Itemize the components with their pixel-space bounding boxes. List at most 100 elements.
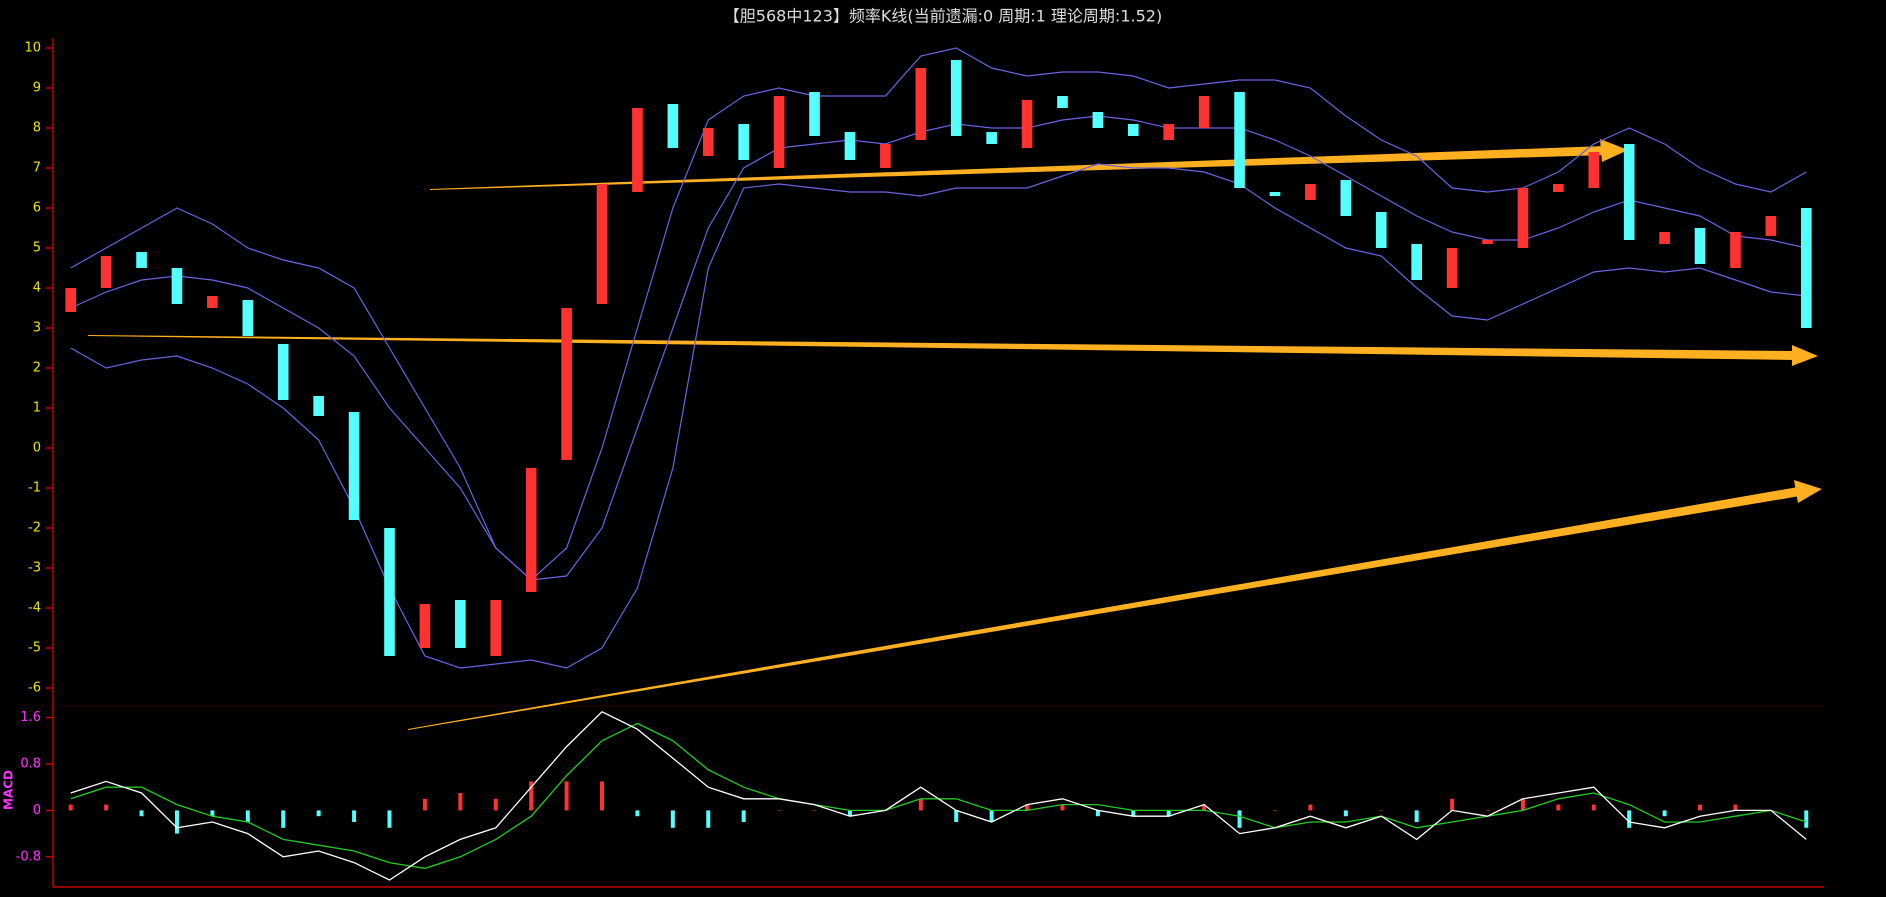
macd-bar	[1662, 810, 1667, 817]
macd-bar	[387, 810, 392, 828]
candle	[1234, 92, 1245, 188]
band-mid	[70, 115, 1807, 581]
macd-bar	[706, 810, 711, 828]
candle	[1092, 112, 1104, 128]
candle	[1411, 244, 1422, 280]
y-tick-label: 9	[33, 81, 41, 96]
macd-bar	[1308, 804, 1313, 811]
y-tick-label: -2	[28, 521, 41, 536]
macd-bar	[847, 810, 852, 817]
candle	[1375, 212, 1387, 248]
band-lower	[70, 163, 1807, 669]
candle	[100, 256, 112, 288]
y-tick-label: 10	[24, 41, 41, 56]
candle	[277, 344, 289, 400]
y-tick-label: 2	[33, 361, 41, 376]
macd-bar	[777, 810, 782, 811]
candle	[1694, 228, 1706, 264]
candle	[1057, 96, 1068, 108]
arrow-head	[1794, 480, 1822, 503]
candle	[1765, 216, 1777, 236]
macd-bar	[1520, 798, 1525, 811]
candle	[809, 92, 820, 136]
candle	[1730, 232, 1741, 268]
y-tick-label: -0.8	[16, 849, 41, 864]
arrow-shaft	[88, 335, 1795, 360]
y-tick-label: -3	[28, 561, 41, 576]
candle	[1269, 192, 1281, 196]
macd-bar	[1627, 810, 1632, 828]
y-tick-label: -1	[28, 481, 41, 496]
chart-title: 【胆568中123】频率K线(当前遗漏:0 周期:1 理论周期:1.52)	[724, 7, 1162, 26]
macd-bar	[1450, 798, 1455, 811]
candle	[773, 96, 785, 168]
macd-bar	[1698, 804, 1703, 811]
candle	[1305, 184, 1316, 200]
candle	[915, 68, 927, 140]
candle	[242, 300, 254, 336]
macd-bar	[139, 810, 144, 817]
y-tick-label: -5	[28, 641, 41, 656]
macd-bar	[564, 781, 569, 811]
candle	[1588, 152, 1600, 188]
candle	[1800, 208, 1812, 328]
candle	[490, 600, 502, 656]
y-tick-label: 0	[33, 441, 41, 456]
macd-bar	[1485, 810, 1490, 811]
candle	[1021, 100, 1033, 148]
candle	[596, 184, 608, 304]
macd-bar	[529, 781, 534, 811]
y-tick-label: 5	[33, 241, 41, 256]
candle	[880, 144, 891, 168]
candle	[171, 268, 183, 304]
candle	[1163, 124, 1175, 140]
macd-bar	[741, 810, 746, 822]
y-tick-label: -4	[28, 601, 41, 616]
macd-bar	[104, 804, 109, 811]
y-tick-label: 1.6	[20, 710, 41, 725]
y-tick-label: 0.8	[20, 757, 41, 772]
candle	[207, 296, 218, 308]
macd-bar	[68, 804, 73, 811]
candle	[136, 252, 147, 268]
candle	[1553, 184, 1564, 192]
candle	[384, 528, 395, 656]
macd-bar	[352, 810, 357, 822]
macd-bar	[174, 810, 179, 834]
macd-bar	[1060, 804, 1065, 811]
y-tick-label: 1	[33, 401, 41, 416]
candle	[1517, 188, 1529, 248]
macd-bar	[989, 810, 994, 822]
macd-bar	[1591, 804, 1596, 811]
macd-bar	[1556, 804, 1561, 811]
macd-bar	[1414, 810, 1419, 822]
macd-bar	[1733, 804, 1738, 811]
macd-bar	[812, 810, 817, 811]
macd-bar	[1095, 810, 1100, 817]
macd-bar	[1237, 810, 1242, 828]
macd-bar	[281, 810, 286, 828]
candle	[950, 60, 962, 136]
macd-bar	[1804, 810, 1809, 828]
dif-line	[70, 711, 1807, 881]
y-tick-label: 8	[33, 121, 41, 136]
candle	[525, 468, 537, 592]
macd-bar	[1166, 810, 1171, 817]
candle	[561, 308, 572, 460]
macd-bar	[422, 798, 427, 811]
candle	[1446, 248, 1458, 288]
candle	[738, 124, 750, 160]
macd-bar	[918, 798, 923, 811]
y-tick-label: 7	[33, 161, 41, 176]
candle	[419, 604, 431, 648]
arrow-head	[1600, 139, 1628, 162]
candle	[455, 600, 466, 648]
candle	[313, 396, 324, 416]
candle	[986, 132, 997, 144]
panel-label: MACD	[2, 770, 16, 810]
candle	[702, 128, 714, 156]
macd-bar	[635, 810, 640, 817]
candle	[1659, 232, 1670, 244]
band-upper	[70, 47, 1807, 581]
